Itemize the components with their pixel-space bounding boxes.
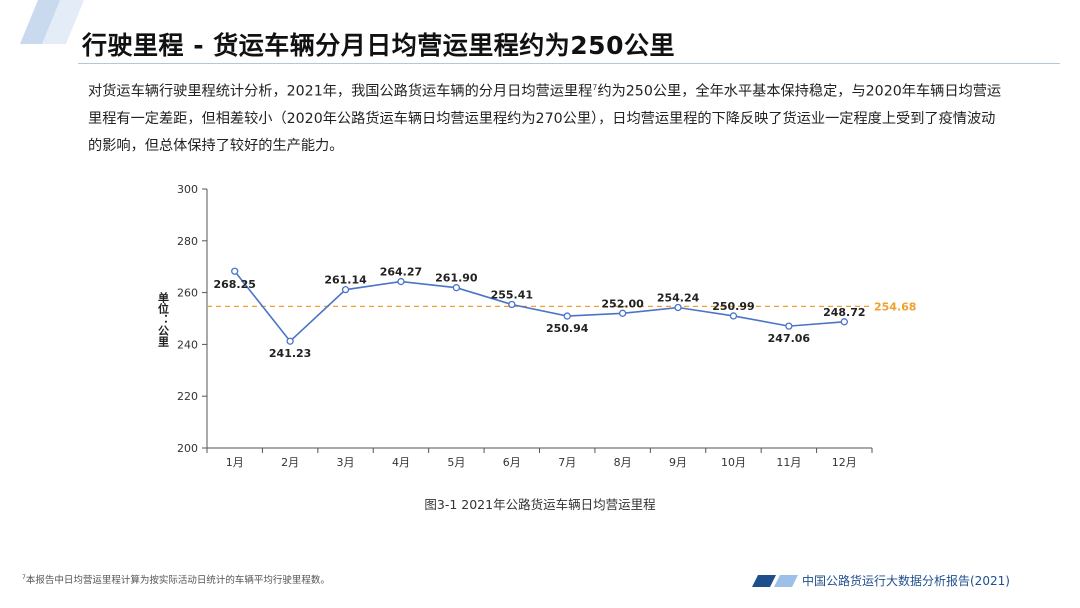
data-label: 248.72	[823, 306, 865, 319]
y-tick-label: 220	[177, 390, 198, 403]
data-point	[618, 309, 627, 317]
footnote: 7本报告中日均营运里程计算为按实际活动日统计的车辆平均行驶里程数。	[22, 572, 330, 586]
data-label: 261.14	[324, 274, 367, 287]
data-point	[397, 277, 405, 286]
page-title: 行驶里程 - 货运车辆分月日均营运里程约为250公里	[82, 31, 675, 60]
data-point	[563, 312, 571, 320]
x-tick-label: 1月	[226, 456, 244, 469]
y-tick-label: 200	[177, 442, 198, 455]
y-tick-label: 260	[177, 287, 198, 300]
intro-footnote-mark: 7	[592, 83, 598, 92]
footer-logo	[752, 575, 798, 587]
x-tick-label: 10月	[721, 456, 746, 469]
data-point	[729, 312, 738, 320]
data-point	[286, 337, 294, 345]
intro-paragraph: 对货运车辆行驶里程统计分析，2021年，我国公路货运车辆的分月日均营运里程7约为…	[88, 74, 1008, 160]
data-point	[674, 303, 682, 312]
data-point	[840, 318, 848, 326]
x-tick-label: 12月	[832, 456, 857, 469]
x-tick-label: 8月	[614, 456, 632, 469]
data-point	[785, 322, 793, 330]
data-label: 264.27	[380, 266, 422, 279]
data-point	[508, 300, 516, 309]
data-label: 255.41	[491, 288, 533, 301]
y-axis-label: 单位：公里	[157, 291, 170, 348]
x-tick-label: 6月	[503, 456, 521, 469]
x-tick-label: 5月	[447, 456, 465, 469]
x-tick-label: 2月	[281, 456, 299, 469]
y-tick-label: 240	[177, 338, 198, 351]
data-label: 254.24	[657, 292, 700, 305]
data-label: 252.00	[601, 297, 644, 310]
x-tick-label: 4月	[392, 456, 410, 469]
intro-text-part-2: 约为250公里，全年水平基本保持稳定，与2020年车辆日均营运里程有一定差距，但…	[88, 83, 1002, 154]
footer-report-title: 中国公路货运行大数据分析报告(2021)	[802, 574, 1010, 588]
data-label: 247.06	[768, 332, 811, 345]
data-point	[341, 285, 350, 294]
data-label: 241.23	[269, 347, 311, 360]
x-tick-label: 9月	[669, 456, 687, 469]
title-divider	[78, 63, 1060, 64]
data-label: 268.25	[213, 278, 255, 291]
chart-caption: 图3-1 2021年公路货运车辆日均营运里程	[424, 497, 656, 512]
y-tick-label: 280	[177, 235, 198, 248]
x-tick-label: 11月	[776, 456, 801, 469]
intro-text-part-1: 对货运车辆行驶里程统计分析，2021年，我国公路货运车辆的分月日均营运里程	[88, 83, 593, 100]
series-line	[234, 270, 845, 343]
data-label: 250.94	[546, 322, 589, 335]
x-tick-label: 7月	[558, 456, 576, 469]
data-label: 261.90	[435, 272, 478, 285]
y-tick-label: 300	[177, 183, 198, 196]
data-label: 250.99	[712, 300, 754, 313]
average-label: 254.68	[874, 300, 916, 313]
data-point	[231, 267, 239, 275]
data-point	[452, 284, 461, 292]
x-tick-label: 3月	[337, 456, 355, 469]
footnote-mark: 7	[22, 573, 26, 581]
corner-decoration	[20, 0, 84, 44]
footnote-text: 本报告中日均营运里程计算为按实际活动日统计的车辆平均行驶里程数。	[25, 575, 330, 586]
